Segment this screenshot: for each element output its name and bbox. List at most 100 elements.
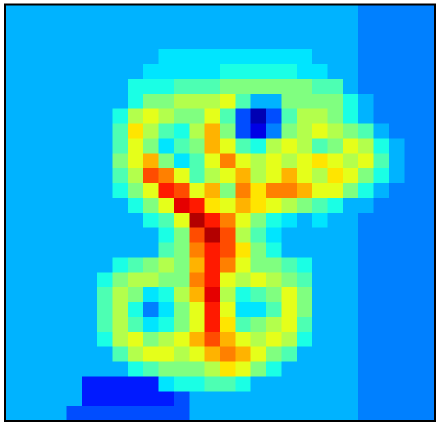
heat-cell [328, 198, 344, 213]
heat-cell [297, 228, 313, 243]
heat-cell [389, 376, 405, 391]
heat-cell [389, 272, 405, 287]
heat-cell [20, 332, 36, 347]
heat-cell [343, 243, 359, 258]
heat-cell [82, 64, 98, 79]
heat-cell [220, 183, 236, 198]
heat-cell [420, 228, 436, 243]
heat-cell [420, 124, 436, 139]
heat-cell [235, 272, 251, 287]
heat-cell [159, 79, 175, 94]
heat-cell [159, 257, 175, 272]
heat-cell [159, 124, 175, 139]
heat-cell [235, 5, 251, 20]
heat-cell [113, 406, 129, 421]
heat-cell [281, 362, 297, 377]
heat-cell [389, 94, 405, 109]
heat-cell [343, 317, 359, 332]
heat-cell [159, 362, 175, 377]
heat-cell [36, 213, 52, 228]
heat-cell [36, 243, 52, 258]
heat-cell [128, 243, 144, 258]
heat-cell [113, 332, 129, 347]
heat-cell [312, 198, 328, 213]
heat-cell [5, 317, 21, 332]
heat-cell [5, 5, 21, 20]
heat-cell [420, 183, 436, 198]
cell-grid [5, 5, 436, 422]
heat-cell [266, 124, 282, 139]
heat-cell [374, 94, 390, 109]
heat-cell [358, 406, 374, 421]
heat-cell [159, 198, 175, 213]
heat-cell [281, 243, 297, 258]
heat-cell [251, 287, 267, 302]
heat-cell [220, 19, 236, 34]
heat-cell [404, 198, 420, 213]
heat-cell [20, 153, 36, 168]
heat-cell [174, 138, 190, 153]
heat-cell [281, 376, 297, 391]
heat-cell [128, 109, 144, 124]
heat-cell [235, 64, 251, 79]
heat-cell [36, 168, 52, 183]
heat-cell [82, 34, 98, 49]
heat-cell [159, 406, 175, 421]
heat-cell [51, 362, 67, 377]
heat-cell [235, 376, 251, 391]
heat-cell [205, 287, 221, 302]
heat-cell [20, 376, 36, 391]
heat-cell [159, 272, 175, 287]
heat-cell [420, 168, 436, 183]
heat-cell [82, 287, 98, 302]
heat-cell [5, 64, 21, 79]
heat-cell [281, 138, 297, 153]
heat-cell [128, 332, 144, 347]
heat-cell [82, 94, 98, 109]
heat-cell [220, 64, 236, 79]
heat-cell [404, 243, 420, 258]
heat-cell [113, 317, 129, 332]
heat-cell [205, 183, 221, 198]
heat-cell [404, 391, 420, 406]
heat-cell [389, 362, 405, 377]
heat-cell [113, 391, 129, 406]
heat-cell [343, 287, 359, 302]
heat-cell [205, 168, 221, 183]
heat-cell [113, 5, 129, 20]
heat-cell [420, 347, 436, 362]
heat-cell [312, 257, 328, 272]
heat-cell [220, 272, 236, 287]
heat-cell [97, 34, 113, 49]
heat-cell [20, 19, 36, 34]
heat-cell [36, 49, 52, 64]
heat-cell [66, 109, 82, 124]
heat-cell [189, 317, 205, 332]
heat-cell [281, 183, 297, 198]
heat-cell [328, 332, 344, 347]
heat-cell [389, 243, 405, 258]
heat-cell [174, 391, 190, 406]
heat-cell [312, 183, 328, 198]
heat-cell [251, 49, 267, 64]
heat-cell [420, 198, 436, 213]
heat-cell [36, 317, 52, 332]
heat-cell [281, 79, 297, 94]
heat-cell [343, 272, 359, 287]
heat-cell [128, 5, 144, 20]
heat-cell [358, 94, 374, 109]
heat-cell [36, 228, 52, 243]
heat-cell [189, 347, 205, 362]
heat-cell [128, 94, 144, 109]
heat-cell [281, 5, 297, 20]
heat-cell [51, 213, 67, 228]
heat-cell [420, 362, 436, 377]
heat-cell [97, 406, 113, 421]
heat-cell [343, 228, 359, 243]
heat-cell [220, 391, 236, 406]
heat-cell [20, 79, 36, 94]
heat-cell [358, 198, 374, 213]
heat-cell [128, 168, 144, 183]
heat-cell [20, 391, 36, 406]
heat-cell [36, 19, 52, 34]
